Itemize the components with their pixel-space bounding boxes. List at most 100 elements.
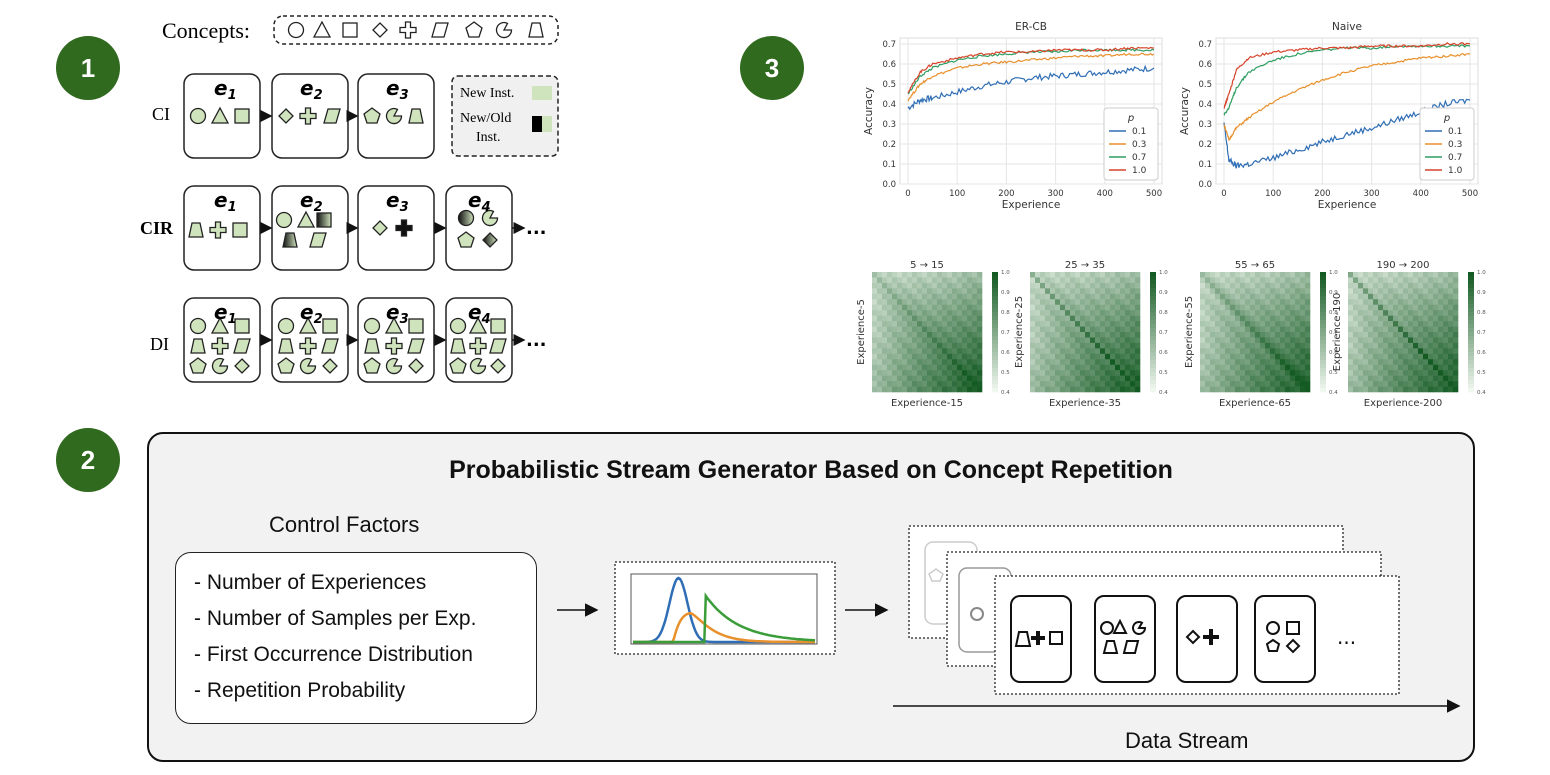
heatmap-y-label: Experience-5: [856, 299, 867, 365]
colorbar-tick: 1.0: [1329, 270, 1338, 276]
legend-entry: 0.7: [1448, 153, 1462, 163]
y-tick-label: 0.5: [1198, 80, 1212, 90]
heatmap-title: 55 → 65: [1235, 260, 1275, 271]
y-tick-label: 0.1: [882, 160, 896, 170]
x-axis-label: Experience: [1318, 199, 1377, 211]
colorbar-tick: 0.4: [1329, 390, 1338, 396]
control-factors-box: - Number of Experiences - Number of Samp…: [175, 552, 537, 724]
legend: [1103, 107, 1159, 181]
y-tick-label: 0.3: [882, 120, 896, 130]
colorbar-tick: 0.9: [1329, 290, 1338, 296]
colorbar-tick: 0.6: [1477, 350, 1486, 356]
colorbar-tick: 0.6: [1159, 350, 1168, 356]
distribution-plot: [614, 561, 836, 655]
legend-new-text: New Inst.: [460, 86, 514, 101]
x-tick-label: 400: [1413, 189, 1429, 199]
heatmap-4: 190 → 200 0.4 0.5 0.6 0.7 0.8 0.9 1.0 Experience…: [1332, 260, 1486, 409]
legend: [1419, 107, 1475, 181]
y-tick-label: 0.0: [1198, 180, 1212, 190]
heatmap-x-label: Experience-15: [891, 398, 963, 409]
y-tick-label: 0.5: [882, 80, 896, 90]
series-line-1.0: [907, 46, 1154, 94]
y-tick-label: 0.3: [1198, 120, 1212, 130]
stream-stack: ...: [908, 525, 1400, 695]
colorbar-tick: 0.5: [1477, 370, 1486, 376]
colorbar-tick: 0.4: [1001, 390, 1010, 396]
di-ellipsis: ...: [526, 330, 547, 351]
concepts-box: [273, 15, 559, 45]
heatmap-y-label: Experience-190: [1332, 293, 1343, 371]
y-tick-label: 0.2: [882, 140, 896, 150]
control-factors-title: Control Factors: [269, 512, 420, 537]
x-tick-label: 500: [1146, 189, 1162, 199]
colorbar-tick: 0.5: [1329, 370, 1338, 376]
x-tick-label: 500: [1462, 189, 1478, 199]
y-tick-label: 0.7: [1198, 40, 1212, 50]
colorbar-tick: 1.0: [1001, 270, 1010, 276]
factor-item: - First Occurrence Distribution: [194, 643, 473, 666]
colorbar-tick: 1.0: [1159, 270, 1168, 276]
colorbar-tick: 0.7: [1329, 330, 1338, 336]
legend-box: New Inst. New/Old Inst.: [451, 75, 559, 157]
y-tick-label: 0.4: [1198, 100, 1212, 110]
y-tick-label: 0.4: [882, 100, 896, 110]
data-stream-label: Data Stream: [1125, 728, 1249, 753]
colorbar-tick: 0.7: [1001, 330, 1010, 336]
x-tick-label: 200: [1314, 189, 1330, 199]
legend-new-old-text: New/Old: [460, 111, 511, 126]
colorbar-tick: 0.7: [1159, 330, 1168, 336]
colorbar-tick: 0.8: [1329, 310, 1338, 316]
legend-entry: 0.1: [1448, 127, 1462, 137]
colorbar-tick: 0.5: [1159, 370, 1168, 376]
x-tick-label: 0: [905, 189, 910, 199]
concepts-label: Concepts:: [162, 18, 250, 43]
row-label-cir: CIR: [140, 218, 174, 238]
series-line-0.1: [907, 64, 1155, 111]
line-chart-ercb: 0.0 0.1 0.2 0.3 0.4 0.5 0.6 0.7 0 100 200 300 400 500…: [863, 21, 1163, 211]
generator-graphics: ...: [557, 525, 1461, 713]
factor-item: - Repetition Probability: [194, 679, 406, 702]
generator-title: Probabilistic Stream Generator Based on …: [449, 456, 1173, 484]
colorbar-tick: 0.6: [1001, 350, 1010, 356]
heatmap-2: 25 → 35 0.4 0.5 0.6 0.7 0.8 0.9 1.0 Experience-3…: [1014, 260, 1168, 409]
step-badge-1: 1: [56, 36, 120, 100]
heatmap-title: 5 → 15: [910, 260, 944, 271]
legend-title: p: [1443, 113, 1450, 124]
series-line-0.3: [907, 52, 1155, 102]
results-charts: 0.0 0.1 0.2 0.3 0.4 0.5 0.6 0.7 0 100 200 300 400 500…: [856, 21, 1486, 409]
di-row: ...: [183, 297, 547, 383]
factor-item: - Number of Experiences: [194, 571, 427, 594]
series-line-1.0: [1223, 42, 1471, 109]
heatmap-title: 190 → 200: [1377, 260, 1430, 271]
legend-entry: 0.1: [1132, 127, 1146, 137]
legend-entry: 0.7: [1132, 153, 1146, 163]
line-chart-naive: 0.0 0.1 0.2 0.3 0.4 0.5 0.6 0.7 0 100 200 300 400 500…: [1179, 21, 1479, 211]
row-label-ci: CI: [152, 104, 170, 124]
x-tick-label: 0: [1221, 189, 1226, 199]
colorbar-tick: 0.9: [1477, 290, 1486, 296]
colorbar-tick: 0.8: [1159, 310, 1168, 316]
colorbar-tick: 0.9: [1001, 290, 1010, 296]
stream-ellipsis: ...: [1337, 625, 1356, 649]
heatmap-x-label: Experience-65: [1219, 398, 1291, 409]
factor-item: - Number of Samples per Exp.: [194, 607, 477, 630]
x-tick-label: 400: [1097, 189, 1113, 199]
y-tick-label: 0.0: [882, 180, 896, 190]
legend-entry: 1.0: [1132, 166, 1147, 176]
legend-inst-text: Inst.: [476, 130, 501, 145]
x-tick-label: 200: [998, 189, 1014, 199]
y-tick-label: 0.7: [882, 40, 896, 50]
heatmap-3: 55 → 65 0.4 0.5 0.6 0.7 0.8 0.9 1.0 Experience-6…: [1184, 260, 1338, 409]
y-tick-label: 0.2: [1198, 140, 1212, 150]
colorbar-tick: 1.0: [1477, 270, 1486, 276]
heatmap-1: 5 → 15 0.4 0.5 0.6 0.7 0.8 0.9 1.0 Experience-15…: [856, 260, 1010, 409]
colorbar-tick: 0.5: [1001, 370, 1010, 376]
x-axis-label: Experience: [1002, 199, 1061, 211]
legend-entry: 1.0: [1448, 166, 1463, 176]
y-tick-label: 0.6: [882, 60, 896, 70]
colorbar-tick: 0.6: [1329, 350, 1338, 356]
series-line-0.3: [1223, 53, 1471, 141]
row-label-di: DI: [150, 334, 169, 354]
legend-entry: 0.3: [1132, 140, 1146, 150]
